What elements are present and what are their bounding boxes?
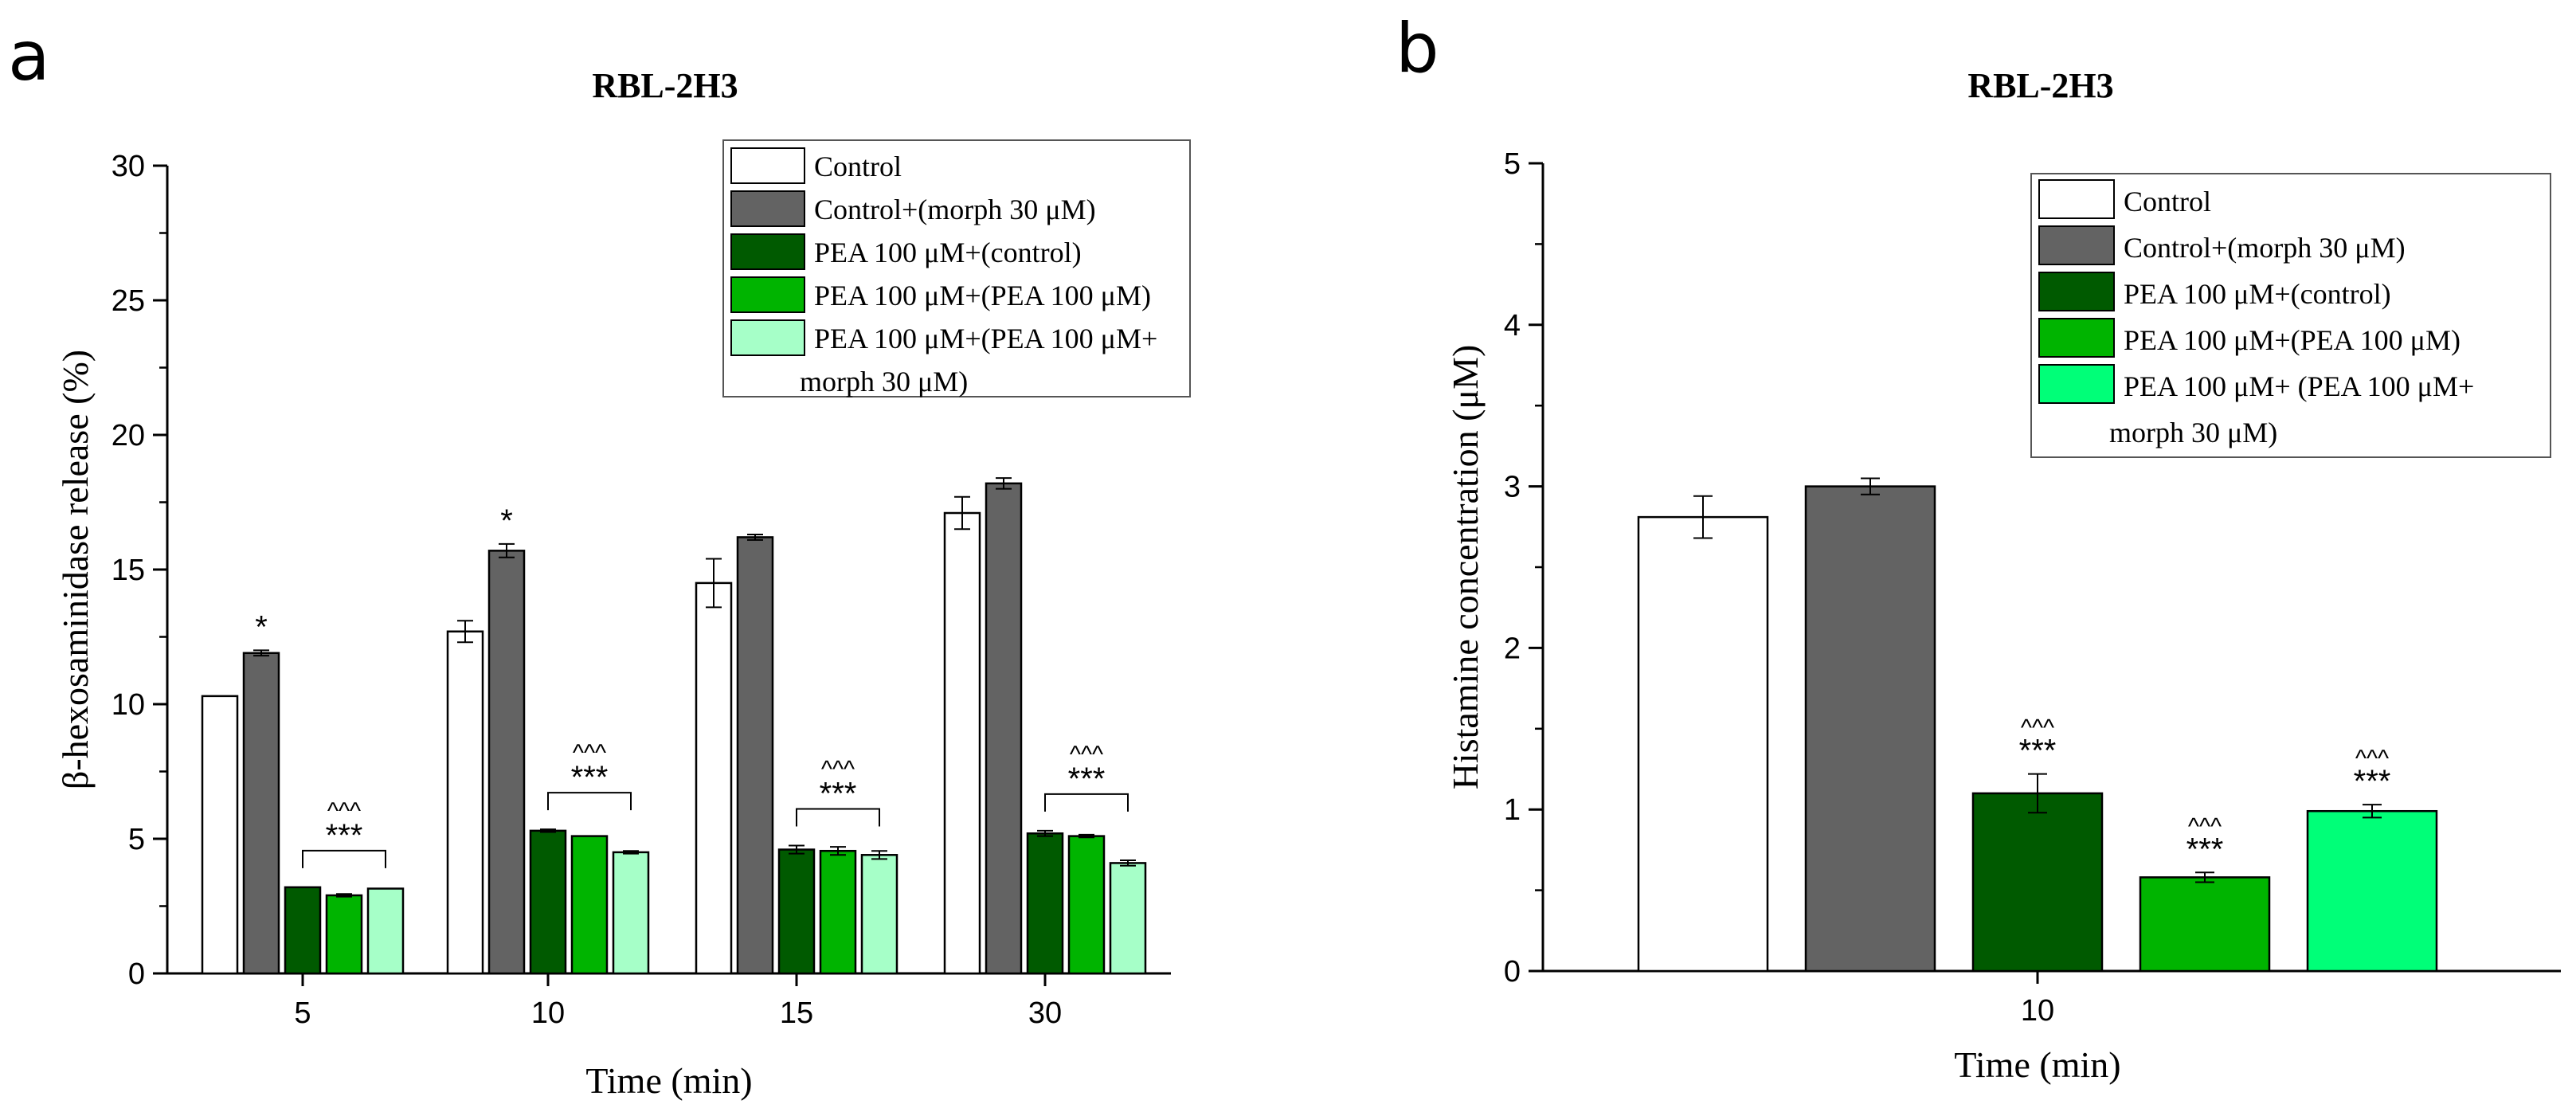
legend-swatch [730,190,805,227]
significance-bracket [1044,793,1129,812]
significance-caret: ^^^ [327,798,361,824]
bar [2139,876,2271,973]
chart-title: RBL-2H3 [592,66,738,105]
legend-label: PEA 100 μM+(PEA 100 μM) [2124,324,2461,356]
bar [819,849,857,975]
legend-swatch [2038,318,2115,358]
legend-swatch [2038,179,2115,219]
legend-label: Control [814,151,902,182]
y-tick-label: 3 [1504,471,1521,504]
significance-caret: ^^^ [2355,746,2389,772]
chart-panel-a: RBL-2H3 0 5 10 15 20 25 30 β-hexosaminidase rele… [55,66,1191,1101]
bar [1067,835,1106,975]
x-tick-label: 30 [1028,997,1062,1030]
bar [1804,485,1936,973]
legend-label: Control [2124,186,2211,217]
significance-caret: ^^^ [573,740,606,766]
legend-frame [2030,173,2551,458]
significance-stars: *** [1068,762,1106,797]
bar [529,829,567,975]
bar [242,652,280,975]
significance-marker: * [500,503,513,538]
significance-caret: ^^^ [2188,813,2222,840]
y-tick-label: 15 [112,554,145,587]
bar [612,851,650,975]
legend-label: PEA 100 μM+(PEA 100 μM+ [814,323,1157,354]
bar [860,854,898,975]
significance-bracket [796,808,880,827]
y-tick-label: 25 [112,284,145,318]
bar [487,550,526,975]
significance-caret: ^^^ [1070,742,1103,768]
bar [1109,862,1147,975]
legend-label: PEA 100 μM+(PEA 100 μM) [814,280,1151,311]
legend-swatch [730,147,805,184]
bar [366,887,405,975]
significance-marker: * [255,609,268,644]
bar [284,886,322,975]
y-tick-label: 0 [1504,955,1521,989]
y-tick-label: 5 [1504,147,1521,181]
legend-label: morph 30 μM) [800,366,968,397]
significance-caret: ^^^ [821,756,855,782]
y-axis-label: β-hexosaminidase release (%) [55,350,96,789]
bar [325,894,363,975]
x-axis-label: Time (min) [585,1060,752,1101]
bar [695,581,733,975]
panel-a-letter: a [8,17,50,96]
legend-label: PEA 100 μM+(control) [814,237,1082,268]
legend-swatch [2038,364,2115,404]
legend-label: Control+(morph 30 μM) [814,194,1096,225]
bar [943,511,981,975]
legend-swatch [2038,272,2115,311]
significance-stars: *** [326,818,363,853]
y-tick-label: 5 [128,823,145,856]
y-tick-label: 20 [112,419,145,452]
bar [736,536,774,975]
y-tick-label: 0 [128,957,145,991]
bar [2306,809,2438,973]
significance-bracket [547,792,632,811]
significance-stars: *** [2354,764,2391,799]
x-axis-label: Time (min) [1954,1044,2120,1085]
significance-stars: *** [571,760,609,795]
significance-caret: ^^^ [2021,715,2054,742]
x-tick-label: 5 [294,997,311,1030]
chart-panel-b: RBL-2H3 0 1 2 3 4 5 Histamine concentration (μM… [1445,66,2561,1085]
significance-bracket [302,849,386,868]
significance-stars: *** [2186,832,2224,867]
y-axis-label: Histamine concentration (μM) [1445,345,1486,790]
bar [201,695,239,975]
y-tick-label: 1 [1504,793,1521,827]
bar [1637,515,1769,973]
y-tick-label: 4 [1504,309,1521,343]
bar [1971,792,2104,973]
bar [446,630,484,975]
chart-title: RBL-2H3 [1967,66,2113,105]
x-tick-label: 10 [531,997,565,1030]
significance-stars: *** [2019,734,2057,769]
y-tick-label: 30 [112,150,145,183]
bar [570,835,609,975]
significance-stars: *** [820,776,857,811]
bar [1026,832,1064,975]
legend-swatch [730,233,805,270]
bar [777,848,816,975]
legend-label: PEA 100 μM+ (PEA 100 μM+ [2124,370,2474,402]
bar [985,482,1023,975]
legend-swatch [2038,225,2115,265]
legend-swatch [730,276,805,313]
legend-label: PEA 100 μM+(control) [2124,278,2391,310]
legend-label: morph 30 μM) [2109,417,2277,448]
y-tick-label: 2 [1504,632,1521,665]
x-tick-label: 15 [780,997,813,1030]
legend-label: Control+(morph 30 μM) [2124,232,2406,264]
x-tick-label: 10 [2021,994,2054,1028]
legend: Control Control+(morph 30 μM) PEA 100 μM+(… [2030,173,2551,458]
panel-b-letter: b [1396,9,1439,88]
y-tick-label: 10 [112,688,145,722]
legend: Control Control+(morph 30 μM) PEA 100 μM+(… [722,139,1191,397]
legend-swatch [730,319,805,356]
